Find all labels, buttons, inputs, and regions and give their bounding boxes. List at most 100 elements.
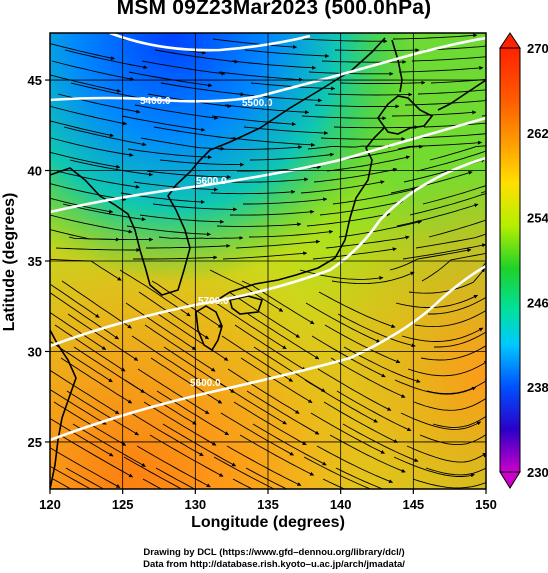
streamline: [241, 280, 315, 325]
contour-label-5500: 5500.0: [242, 98, 273, 109]
streamline: [396, 203, 479, 227]
streamline: [155, 467, 196, 489]
streamline: [237, 93, 323, 103]
streamline: [322, 478, 346, 489]
streamline: [50, 43, 115, 61]
streamline: [223, 177, 309, 183]
height-contours: [50, 33, 486, 442]
streamline: [157, 313, 229, 361]
streamline: [393, 456, 475, 478]
streamline: [434, 331, 486, 348]
streamline: [61, 280, 132, 329]
streamline: [137, 368, 210, 415]
streamline: [69, 159, 154, 177]
x-tick-label-150: 150: [475, 497, 497, 512]
streamline: [422, 185, 486, 205]
y-tick-label-45: 45: [28, 73, 42, 88]
streamline: [52, 478, 72, 489]
streamline: [482, 38, 486, 40]
x-tick-label-145: 145: [402, 497, 424, 512]
streamline: [50, 197, 114, 214]
streamline: [50, 311, 107, 351]
streamline: [411, 56, 486, 62]
streamline: [159, 159, 245, 167]
streamline: [319, 200, 404, 216]
streamline: [156, 390, 229, 436]
streamline: [333, 125, 419, 130]
streamline: [50, 105, 128, 126]
colorbar-label-246: 246: [527, 295, 548, 310]
streamline: [406, 445, 486, 463]
streamline: [516, 413, 548, 468]
streamline: [53, 401, 127, 446]
x-tick-label-135: 135: [257, 497, 279, 512]
streamline: [419, 434, 486, 446]
streamline: [63, 126, 147, 147]
lat-lon-grid: [50, 33, 486, 489]
streamline: [332, 187, 416, 205]
colorbar-bottom-arrow: [499, 471, 521, 489]
streamline: [340, 80, 426, 85]
streamline: [243, 197, 328, 205]
streamline: [337, 313, 416, 348]
streamline: [140, 137, 225, 151]
streamline: [50, 369, 120, 415]
streamline: [150, 357, 223, 404]
streamline: [211, 115, 297, 127]
streamline: [415, 233, 486, 249]
streamline: [233, 401, 307, 446]
streamline: [410, 133, 486, 139]
streamline: [144, 324, 216, 372]
streamline: [124, 379, 197, 425]
streamline: [397, 140, 483, 150]
page-title: MSM 09Z23Mar2023 (500.0hPa): [116, 0, 432, 19]
streamline: [50, 447, 121, 488]
streamline: [391, 110, 477, 117]
streamline: [244, 49, 330, 58]
streamline: [312, 247, 397, 260]
y-tick-label-25: 25: [28, 435, 42, 450]
streamline: [305, 302, 381, 343]
streamline: [215, 302, 287, 350]
streamline: [402, 243, 486, 260]
streamline: [321, 59, 407, 64]
streamline: [224, 104, 310, 115]
streamline: [248, 229, 334, 238]
colorbar-label-238: 238: [527, 380, 548, 395]
streamline: [55, 247, 141, 253]
streamline: [310, 412, 385, 454]
contour-label-5800: 5800.0: [190, 378, 221, 389]
streamline: [50, 292, 119, 340]
streamline: [141, 60, 226, 76]
streamline: [323, 401, 398, 443]
streamline: [50, 137, 134, 157]
streamline: [50, 151, 121, 169]
streamline: [146, 243, 231, 249]
x-axis-title: Longitude (degrees): [191, 514, 345, 531]
streamline: [245, 467, 288, 489]
streamline: [253, 346, 326, 393]
x-tick-label-140: 140: [330, 497, 352, 512]
streamline: [209, 269, 284, 312]
streamline: [229, 209, 315, 216]
streamline: [50, 389, 107, 425]
streamline: [325, 235, 410, 249]
streamline: [217, 145, 303, 150]
streamline: [60, 357, 133, 404]
streamline: [66, 390, 139, 436]
streamline: [252, 423, 327, 466]
colorbar: 270 262 254 246 238 230: [499, 32, 548, 489]
streamline: [138, 291, 210, 340]
streamline: [409, 192, 486, 216]
streamline: [125, 302, 197, 351]
credits-line-2: Data from http://database.rish.kyoto–u.a…: [143, 559, 405, 570]
colorbar-label-270: 270: [527, 41, 548, 56]
streamline: [317, 368, 392, 411]
streamline: [301, 115, 387, 121]
streamline: [50, 183, 127, 202]
streamline: [330, 357, 406, 398]
streamline: [234, 324, 307, 371]
streamline: [50, 120, 114, 138]
streamline: [212, 38, 298, 49]
streamline: [133, 181, 219, 192]
